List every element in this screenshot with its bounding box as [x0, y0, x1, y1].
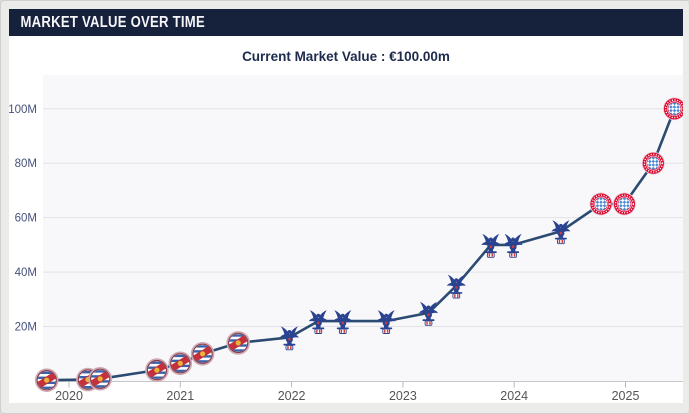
chart-card: Current Market Value : €100.00m — [8, 36, 687, 403]
panel-header: MARKET VALUE OVER TIME — [9, 9, 683, 36]
panel-title: MARKET VALUE OVER TIME — [20, 14, 205, 31]
x-axis-label: 2023 — [389, 389, 417, 403]
y-axis-label: 60M — [15, 213, 37, 225]
data-point-bayern[interactable]: Mar 2025 — €80m — Bayern Munich — [641, 150, 666, 176]
x-axis-label: 2024 — [500, 389, 528, 403]
market-value-chart[interactable]: 20M 40M 60M 80M 100M 2020 2021 2022 2023 2024 2025… — [8, 67, 687, 403]
data-point-bayern[interactable]: Oct 2024 — €65m — Bayern Munich — [588, 191, 614, 217]
y-axis-label: 100M — [9, 104, 37, 116]
y-axis-label: 20M — [15, 322, 37, 334]
x-axis-label: 2021 — [166, 389, 194, 403]
y-axis-label: 40M — [15, 267, 37, 279]
y-axis-label: 80M — [15, 158, 37, 170]
current-market-value-label: Current Market Value : €100.00m — [242, 49, 450, 64]
x-axis-label: 2025 — [612, 389, 640, 403]
x-axis-label: 2020 — [55, 389, 83, 403]
data-point-bayern[interactable]: Dec 2024 — €65m — Bayern Munich — [612, 191, 637, 217]
plot-area — [43, 75, 685, 381]
x-axis-label: 2022 — [278, 389, 306, 403]
